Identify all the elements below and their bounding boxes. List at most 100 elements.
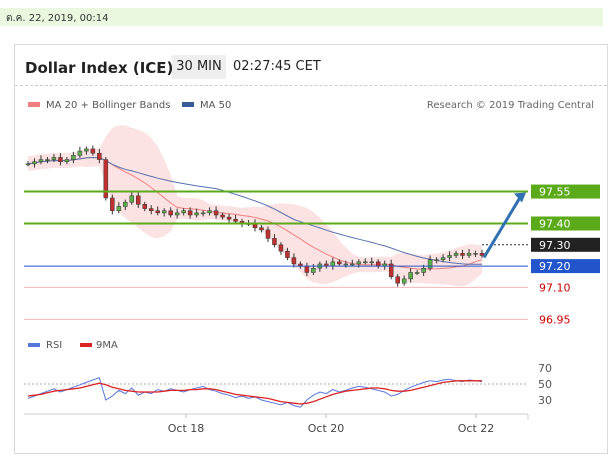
candle-body [51,157,57,160]
header-divider [15,85,607,86]
candle-body [447,255,452,258]
forecast-arrow-shaft [482,196,522,259]
candle-body [58,157,63,162]
rsi-tick-label: 50 [538,378,552,391]
ma50-legend-label: MA 50 [200,100,231,111]
candle-body [123,201,128,207]
candle-body [181,210,186,214]
candle-body [479,253,485,256]
candle-body [356,261,362,265]
rsi-ma-line [27,380,482,405]
price-levels: 97.55 97.40 97.30 97.20 97.10 96.95 [24,184,600,326]
candle-body [77,150,83,156]
candle-body [110,197,115,211]
candle-body [337,261,342,265]
candle-body [168,210,173,216]
candle-body [265,229,271,239]
x-axis-label: Oct 22 [458,422,495,435]
candle-body [213,210,219,216]
instrument-title: Dollar Index (ICE) [25,59,174,77]
candle-body [90,148,96,154]
candle-body [473,253,478,255]
timestamp-bar: ต.ค. 22, 2019, 00:14 [0,8,603,26]
candle-body [226,216,232,220]
credit-label: Research © 2019 Trading Central [427,100,594,111]
forecast-arrow-head [514,192,526,203]
candle-body [148,208,154,211]
candle-body [395,276,400,284]
candle-body [272,238,277,246]
candle-body [174,212,180,216]
candle-body [278,244,284,252]
candle-body [434,259,439,261]
x-axis-label: Oct 18 [168,422,205,435]
candle-body [453,253,459,256]
rsi-ma-legend-swatch [80,343,92,347]
candle-body [466,253,472,256]
candle-body [84,148,89,152]
ma20-legend-swatch [28,102,40,107]
price-plot [25,125,485,287]
candle-body [32,161,37,165]
candle-body [388,263,394,278]
candle-body [103,159,109,199]
candle-body [363,261,368,264]
candle-body [414,272,420,274]
candle-body [259,227,264,231]
candle-body [38,159,44,162]
candle-body [207,210,212,214]
rsi-legend-label: RSI [46,340,62,351]
price-level-label: 97.20 [539,260,571,273]
x-axis-label: Oct 20 [308,422,345,435]
candle-body [194,212,199,216]
price-level-label: 97.40 [539,218,571,231]
candle-body [427,259,433,269]
candle-body [71,155,76,160]
candle-body [401,278,407,284]
candle-body [350,263,355,266]
timestamp-text: ต.ค. 22, 2019, 00:14 [6,13,109,24]
candle-body [369,261,374,264]
price-level-tag [531,237,600,252]
candle-body [64,159,70,162]
rsi-line [27,376,483,408]
candle-body [408,272,413,280]
bollinger-band [28,125,482,287]
candle-body [375,261,381,267]
price-level-tag [531,259,600,274]
candle-body [343,263,349,266]
price-level-label: 97.55 [539,186,571,199]
candle-body [25,163,31,166]
candle-body [285,250,290,258]
candle-body [116,206,122,211]
price-level-tag [531,184,600,199]
price-level-label: 96.95 [539,313,571,326]
interval-badge: 30 MIN [172,55,226,79]
candle-body [304,265,310,273]
x-axis-labels: Oct 18 Oct 20 Oct 22 [168,414,495,435]
rsi-ma-legend-label: 9MA [96,340,118,351]
candle-body [291,257,297,265]
candle-body [460,253,465,256]
rsi-tick-label: 30 [538,394,552,407]
candle-body [97,152,102,160]
candle-body [142,204,147,209]
time-label: 02:27:45 CET [233,59,321,74]
candle-body [155,210,160,214]
ma50-legend-swatch [182,102,194,107]
rsi-legend-swatch [28,343,40,347]
rsi-tick-label: 70 [538,362,552,375]
candle-body [233,218,238,222]
rsi-plot: 70 50 30 [24,362,552,408]
candle-body [440,257,446,260]
candle-body [161,210,167,214]
price-level-label: 97.10 [539,281,571,294]
candle-body [200,212,206,215]
price-level-label: 97.30 [539,239,571,252]
candle-body [136,195,141,205]
candle-body [187,210,193,216]
ma20-legend-label: MA 20 + Bollinger Bands [46,100,170,111]
candle-body [220,214,225,218]
candle-body [129,195,135,203]
